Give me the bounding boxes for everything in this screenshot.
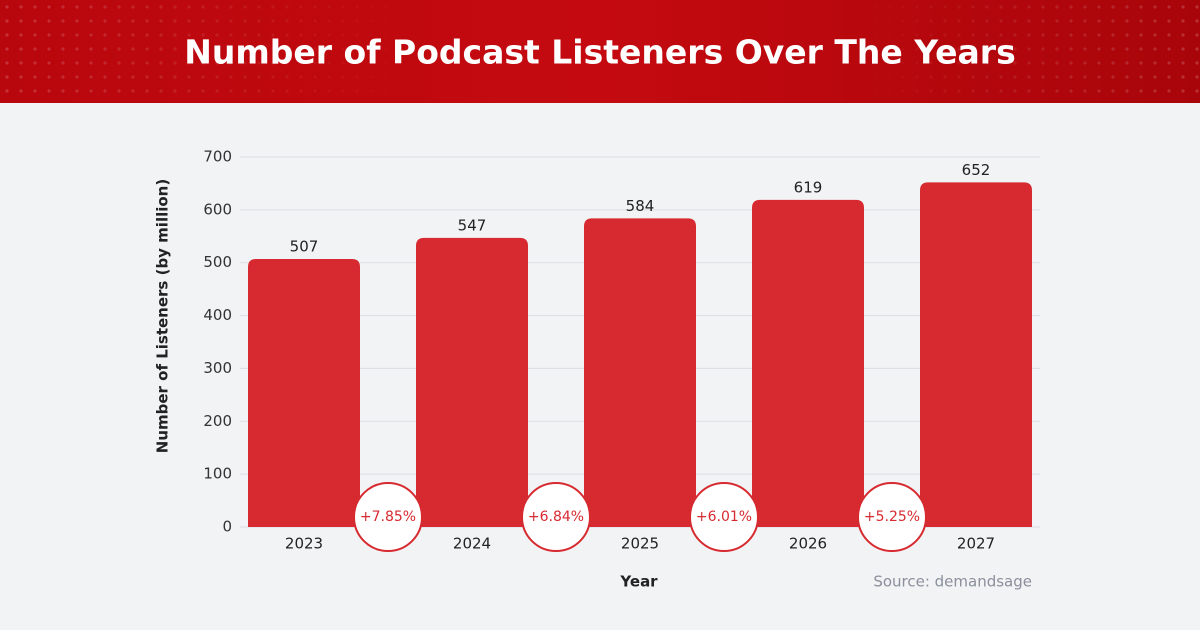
y-tick-label: 500 — [203, 253, 232, 271]
header-pattern — [0, 0, 1200, 103]
value-label: 584 — [626, 197, 655, 215]
x-tick-label: 2023 — [285, 535, 323, 553]
x-tick-label: 2026 — [789, 535, 827, 553]
bar — [248, 259, 360, 527]
value-label: 547 — [458, 216, 487, 234]
y-tick-label: 700 — [203, 148, 232, 166]
value-label: 619 — [794, 178, 823, 196]
growth-label: +5.25% — [864, 509, 920, 525]
x-tick-label: 2027 — [957, 535, 995, 553]
growth-badge — [521, 482, 591, 552]
bar — [416, 237, 528, 527]
y-tick-label: 600 — [203, 200, 232, 218]
value-label: 507 — [290, 238, 319, 256]
bar — [752, 199, 864, 528]
y-axis-label: Number of Listeners (by million) — [154, 179, 172, 453]
y-tick-label: 400 — [203, 306, 232, 324]
y-tick-label: 100 — [203, 465, 232, 483]
bar — [584, 218, 696, 528]
growth-badge — [857, 482, 927, 552]
value-label: 652 — [962, 161, 991, 179]
growth-label: +6.01% — [696, 509, 752, 525]
y-tick-label: 300 — [203, 359, 232, 377]
x-tick-label: 2025 — [621, 535, 659, 553]
growth-label: +7.85% — [360, 509, 416, 525]
y-tick-label: 200 — [203, 412, 232, 430]
growth-badge — [689, 482, 759, 552]
y-tick-label: 0 — [222, 518, 232, 536]
bar — [920, 182, 1032, 527]
growth-label: +6.84% — [528, 509, 584, 525]
x-tick-label: 2024 — [453, 535, 491, 553]
growth-badge — [353, 482, 423, 552]
source: Source: demandsage — [873, 573, 1032, 591]
x-axis-label: Year — [619, 573, 658, 591]
chart-title: Number of Podcast Listeners Over The Yea… — [184, 33, 1015, 72]
